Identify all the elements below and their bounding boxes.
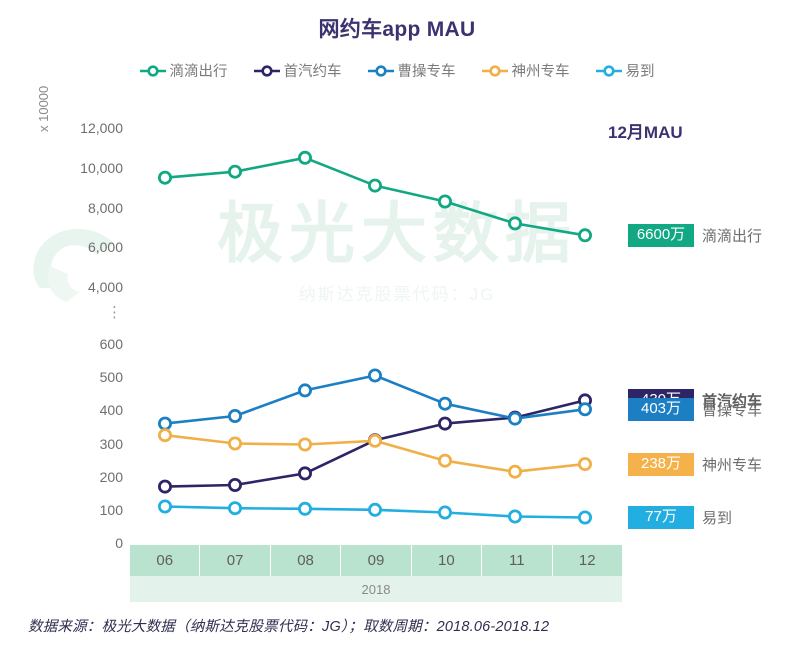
data-point[interactable] [578,457,593,472]
y-tick-label: 10,000 [80,159,123,176]
x-tick-label: 09 [341,545,412,576]
data-point[interactable] [437,505,452,520]
y-axis-unit-label: x 10000 [36,85,51,132]
annotation-value-badge: 403万 [628,398,694,422]
data-point[interactable] [227,477,242,492]
x-tick-label: 12 [578,552,596,569]
data-point[interactable] [507,216,522,231]
data-point[interactable] [297,383,312,398]
legend-label: 滴滴出行 [169,64,228,80]
data-point[interactable] [227,164,242,179]
legend-label: 首汽约车 [283,64,342,80]
series-line-曹操专车 [163,374,587,425]
x-tick-label: 11 [482,545,553,576]
data-point[interactable] [297,501,312,516]
legend-marker-icon [139,64,166,77]
x-tick-label: 08 [271,545,342,576]
data-point[interactable] [507,509,522,524]
x-tick-label: 07 [200,545,271,576]
y-axis-break-icon: ⋮ [107,304,123,321]
data-point[interactable] [507,410,522,425]
y-tick-label: 300 [99,435,123,452]
data-point[interactable] [507,464,522,479]
legend-item-0[interactable]: 滴滴出行 [139,60,228,81]
x-tick-label: 06 [130,545,201,576]
y-tick-label: 200 [99,468,123,485]
y-tick-label: 100 [99,501,123,518]
y-tick-label: 12,000 [80,120,123,136]
annotation-滴滴出行: 6600万 滴滴出行 [628,224,763,248]
legend-label: 易到 [625,64,655,80]
y-tick-label: 4,000 [87,279,123,295]
annotation-value-badge: 6600万 [628,224,694,248]
x-axis-month-band: 06 07 08 09 10 11 12 [130,545,622,576]
legend-marker-icon [367,64,394,77]
data-point[interactable] [437,416,452,431]
chart-legend: 滴滴出行 首汽约车 曹操专车 神州专车 易到 [0,60,794,81]
annotation-易到: 77万 易到 [628,506,733,530]
series-line-易到 [163,505,587,519]
annotations-header: 12月MAU [608,123,683,142]
data-point[interactable] [437,453,452,468]
data-point[interactable] [367,433,382,448]
annotation-value-badge: 238万 [628,453,694,477]
data-point[interactable] [227,408,242,423]
annotation-value-badge: 77万 [628,506,694,530]
data-point[interactable] [157,499,172,514]
legend-item-2[interactable]: 曹操专车 [367,60,456,81]
legend-item-3[interactable]: 神州专车 [481,60,570,81]
legend-marker-icon [481,64,508,77]
x-tick-label: 10 [412,545,483,576]
legend-item-4[interactable]: 易到 [595,60,655,81]
legend-label: 神州专车 [511,64,570,80]
data-point[interactable] [367,368,382,383]
x-axis-year-label: 2018 [130,576,622,602]
series-line-神州专车 [163,433,587,474]
data-point[interactable] [157,416,172,431]
data-point[interactable] [157,170,172,185]
y-tick-label: 0 [115,535,123,551]
annotation-曹操专车: 403万 曹操专车 [628,398,763,422]
data-point[interactable] [437,396,452,411]
data-point[interactable] [157,479,172,494]
data-point[interactable] [227,501,242,516]
annotation-series-name: 易到 [702,510,733,528]
data-point[interactable] [297,466,312,481]
data-point[interactable] [367,433,382,448]
legend-label: 曹操专车 [397,64,456,80]
data-point[interactable] [297,437,312,452]
legend-marker-icon [253,64,280,77]
data-point[interactable] [437,194,452,209]
legend-item-1[interactable]: 首汽约车 [253,60,342,81]
data-point[interactable] [578,402,593,417]
y-tick-label: 600 [99,336,123,352]
annotation-series-name: 曹操专车 [702,402,763,420]
annotation-series-name: 神州专车 [702,457,763,475]
series-line-首汽约车 [163,399,587,488]
y-axis-ticks: 12,000 10,000 8,000 6,000 4,000 ⋮ 600 500 400 300… [55,0,123,656]
annotation-series-name: 首汽约车 [702,393,763,411]
data-point[interactable] [367,178,382,193]
y-tick-label: 6,000 [87,239,123,256]
legend-marker-icon [595,64,622,77]
annotation-神州专车: 238万 神州专车 [628,453,763,477]
chart-footnote: 数据来源：极光大数据（纳斯达克股票代码：JG）；取数周期：2018.06-201… [28,619,550,635]
data-point[interactable] [297,150,312,165]
series-line-滴滴出行 [163,156,587,237]
data-point[interactable] [578,510,593,525]
y-tick-label: 500 [99,369,123,386]
data-point[interactable] [578,393,593,408]
chart-title: 网约车app MAU [318,18,476,41]
data-point[interactable] [507,411,522,426]
data-point[interactable] [367,502,382,517]
y-tick-label: 400 [99,402,123,419]
y-tick-label: 8,000 [87,199,123,216]
data-point[interactable] [157,428,172,443]
data-point[interactable] [578,228,593,243]
data-point[interactable] [227,436,242,451]
annotation-series-name: 滴滴出行 [702,228,763,246]
